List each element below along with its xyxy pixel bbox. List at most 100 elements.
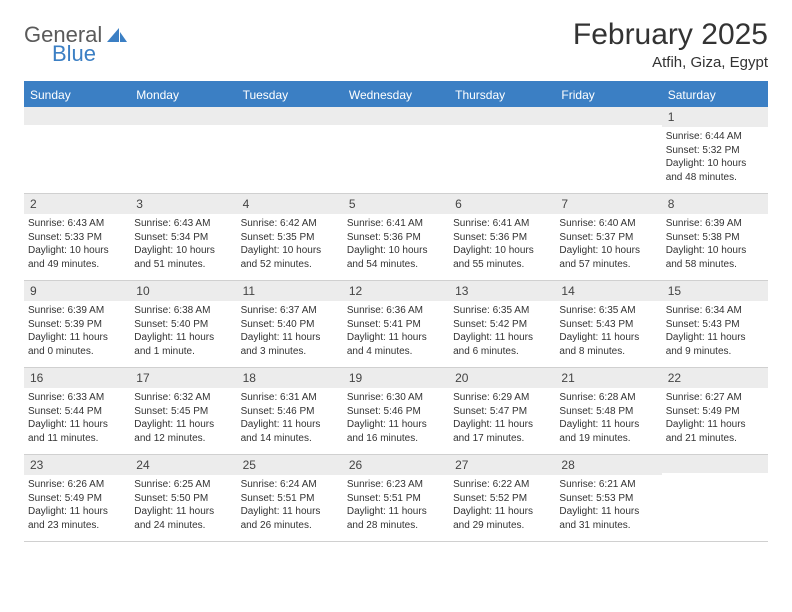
day-detail-line: Sunrise: 6:39 AM <box>28 304 126 318</box>
day-detail-line: Sunset: 5:45 PM <box>134 405 232 419</box>
day-number: 13 <box>449 281 555 301</box>
day-number <box>449 107 555 125</box>
day-cell: 7Sunrise: 6:40 AMSunset: 5:37 PMDaylight… <box>555 194 661 280</box>
day-detail-line: Sunset: 5:46 PM <box>347 405 445 419</box>
day-detail-line: Sunrise: 6:43 AM <box>28 217 126 231</box>
day-detail-line: Sunset: 5:42 PM <box>453 318 551 332</box>
day-detail-line: Sunrise: 6:40 AM <box>559 217 657 231</box>
day-detail-line: Daylight: 11 hours and 14 minutes. <box>241 418 339 445</box>
day-number <box>343 107 449 125</box>
day-cell: 21Sunrise: 6:28 AMSunset: 5:48 PMDayligh… <box>555 368 661 454</box>
day-number: 2 <box>24 194 130 214</box>
day-detail-line: Sunrise: 6:43 AM <box>134 217 232 231</box>
day-detail-line: Sunrise: 6:30 AM <box>347 391 445 405</box>
day-detail-line: Daylight: 11 hours and 29 minutes. <box>453 505 551 532</box>
day-detail-line: Sunset: 5:50 PM <box>134 492 232 506</box>
day-detail-line: Sunrise: 6:37 AM <box>241 304 339 318</box>
day-detail-line: Daylight: 11 hours and 31 minutes. <box>559 505 657 532</box>
day-detail-line: Daylight: 11 hours and 28 minutes. <box>347 505 445 532</box>
day-detail-line: Sunrise: 6:41 AM <box>347 217 445 231</box>
day-detail-line: Daylight: 10 hours and 58 minutes. <box>666 244 764 271</box>
day-cell: 13 Sunrise: 6:35 AMSunset: 5:42 PMDayligh… <box>449 281 555 367</box>
day-detail-line: Sunset: 5:34 PM <box>134 231 232 245</box>
day-number: 9 <box>24 281 130 301</box>
day-detail-line: Sunset: 5:44 PM <box>28 405 126 419</box>
day-detail-line: Sunrise: 6:34 AM <box>666 304 764 318</box>
brand-part2: Blue <box>52 41 96 66</box>
day-cell: 23Sunrise: 6:26 AMSunset: 5:49 PMDayligh… <box>24 455 130 541</box>
day-detail-line: Sunrise: 6:28 AM <box>559 391 657 405</box>
day-detail-line: Sunrise: 6:41 AM <box>453 217 551 231</box>
day-cell <box>662 455 768 541</box>
day-detail-line: Daylight: 11 hours and 3 minutes. <box>241 331 339 358</box>
day-detail-line: Sunrise: 6:39 AM <box>666 217 764 231</box>
weeks-container: 1Sunrise: 6:44 AMSunset: 5:32 PMDaylight… <box>24 107 768 542</box>
day-detail-line: Sunrise: 6:31 AM <box>241 391 339 405</box>
day-detail-line: Sunset: 5:46 PM <box>241 405 339 419</box>
day-number: 23 <box>24 455 130 475</box>
day-number: 21 <box>555 368 661 388</box>
day-detail-line: Daylight: 11 hours and 4 minutes. <box>347 331 445 358</box>
day-cell <box>343 107 449 193</box>
day-detail-line: Daylight: 10 hours and 52 minutes. <box>241 244 339 271</box>
day-number: 19 <box>343 368 449 388</box>
day-detail-line: Sunset: 5:53 PM <box>559 492 657 506</box>
day-cell: 19 Sunrise: 6:30 AMSunset: 5:46 PMDayligh… <box>343 368 449 454</box>
week-row: 16Sunrise: 6:33 AMSunset: 5:44 PMDayligh… <box>24 368 768 455</box>
day-cell: 6Sunrise: 6:41 AMSunset: 5:36 PMDaylight… <box>449 194 555 280</box>
day-cell: 9Sunrise: 6:39 AMSunset: 5:39 PMDaylight… <box>24 281 130 367</box>
week-row: 1Sunrise: 6:44 AMSunset: 5:32 PMDaylight… <box>24 107 768 194</box>
day-number: 14 <box>555 281 661 301</box>
day-number: 24 <box>130 455 236 475</box>
calendar-grid: SundayMondayTuesdayWednesdayThursdayFrid… <box>24 81 768 542</box>
day-detail-line: Daylight: 11 hours and 6 minutes. <box>453 331 551 358</box>
day-detail-line: Daylight: 11 hours and 0 minutes. <box>28 331 126 358</box>
day-detail-line: Sunset: 5:35 PM <box>241 231 339 245</box>
day-detail-line: Sunset: 5:40 PM <box>134 318 232 332</box>
day-cell <box>24 107 130 193</box>
day-cell <box>237 107 343 193</box>
day-number: 3 <box>130 194 236 214</box>
day-detail-line: Sunrise: 6:36 AM <box>347 304 445 318</box>
day-detail-line: Sunrise: 6:35 AM <box>453 304 551 318</box>
day-header: Saturday <box>662 83 768 107</box>
day-cell: 16Sunrise: 6:33 AMSunset: 5:44 PMDayligh… <box>24 368 130 454</box>
day-number <box>662 455 768 473</box>
day-detail-line: Daylight: 10 hours and 51 minutes. <box>134 244 232 271</box>
day-detail-line: Sunrise: 6:23 AM <box>347 478 445 492</box>
day-header: Tuesday <box>237 83 343 107</box>
day-detail-line: Sunrise: 6:33 AM <box>28 391 126 405</box>
day-number: 22 <box>662 368 768 388</box>
day-detail-line: Sunset: 5:36 PM <box>347 231 445 245</box>
day-detail-line: Sunrise: 6:21 AM <box>559 478 657 492</box>
day-header: Thursday <box>449 83 555 107</box>
day-detail-line: Daylight: 11 hours and 23 minutes. <box>28 505 126 532</box>
day-detail-line: Daylight: 11 hours and 26 minutes. <box>241 505 339 532</box>
day-cell: 26Sunrise: 6:23 AMSunset: 5:51 PMDayligh… <box>343 455 449 541</box>
calendar-page: General Blue February 2025 Atfih, Giza, … <box>0 0 792 542</box>
week-row: 9Sunrise: 6:39 AMSunset: 5:39 PMDaylight… <box>24 281 768 368</box>
day-detail-line: Sunset: 5:51 PM <box>241 492 339 506</box>
day-cell: 27Sunrise: 6:22 AMSunset: 5:52 PMDayligh… <box>449 455 555 541</box>
day-cell: 10Sunrise: 6:38 AMSunset: 5:40 PMDayligh… <box>130 281 236 367</box>
day-number: 28 <box>555 455 661 475</box>
day-detail-line: Sunset: 5:51 PM <box>347 492 445 506</box>
day-detail-line: Daylight: 10 hours and 55 minutes. <box>453 244 551 271</box>
day-number: 25 <box>237 455 343 475</box>
day-header: Monday <box>130 83 236 107</box>
day-detail-line: Sunset: 5:43 PM <box>559 318 657 332</box>
day-number <box>555 107 661 125</box>
day-detail-line: Daylight: 10 hours and 49 minutes. <box>28 244 126 271</box>
day-detail-line: Daylight: 10 hours and 48 minutes. <box>666 157 764 184</box>
day-detail-line: Daylight: 11 hours and 16 minutes. <box>347 418 445 445</box>
day-cell: 25Sunrise: 6:24 AMSunset: 5:51 PMDayligh… <box>237 455 343 541</box>
day-number: 6 <box>449 194 555 214</box>
sail-icon <box>107 26 127 47</box>
day-cell: 24Sunrise: 6:25 AMSunset: 5:50 PMDayligh… <box>130 455 236 541</box>
day-detail-line: Daylight: 11 hours and 21 minutes. <box>666 418 764 445</box>
day-detail-line: Daylight: 10 hours and 54 minutes. <box>347 244 445 271</box>
day-detail-line: Sunrise: 6:32 AM <box>134 391 232 405</box>
day-cell: 5Sunrise: 6:41 AMSunset: 5:36 PMDaylight… <box>343 194 449 280</box>
day-detail-line: Sunset: 5:49 PM <box>28 492 126 506</box>
day-detail-line: Daylight: 11 hours and 19 minutes. <box>559 418 657 445</box>
